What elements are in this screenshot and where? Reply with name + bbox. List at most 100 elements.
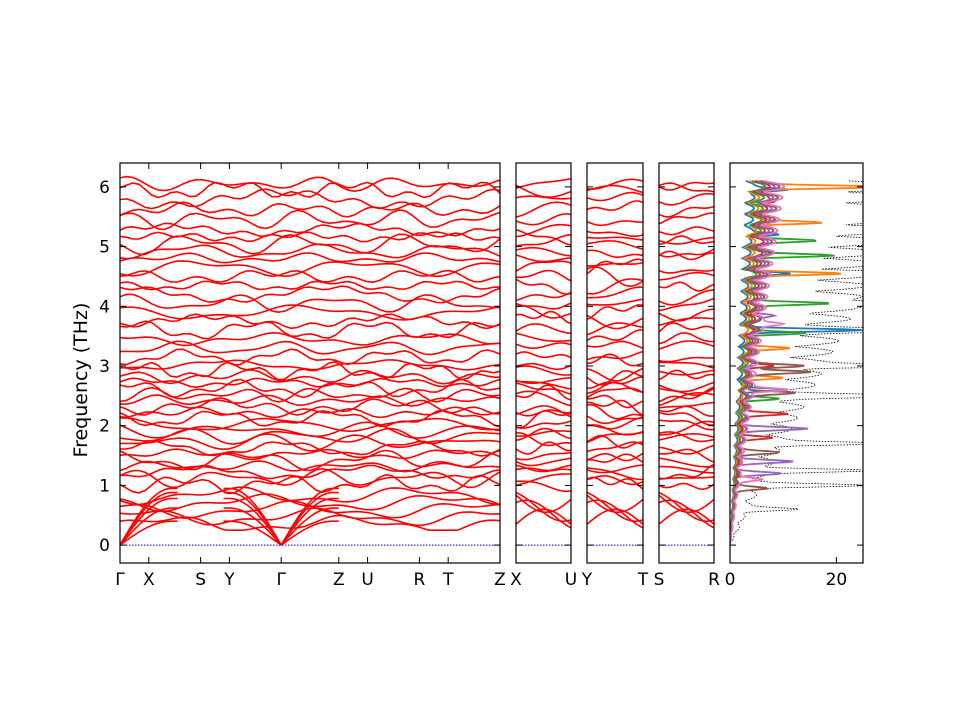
band-line <box>659 271 714 281</box>
x-tick-label: T <box>442 570 454 590</box>
band-line <box>120 293 500 314</box>
band-panel-frame <box>586 162 644 564</box>
band-line <box>516 351 571 359</box>
band-line <box>120 386 500 403</box>
x-tick-label: U <box>361 570 373 590</box>
band-line <box>587 394 643 409</box>
band-line <box>516 310 571 325</box>
band-line <box>120 421 500 440</box>
acoustic-branch <box>120 487 178 546</box>
band-line <box>120 486 500 506</box>
total-dos-line <box>730 180 863 546</box>
band-line <box>120 467 500 489</box>
acoustic-branch <box>120 507 178 546</box>
band-line <box>587 258 643 275</box>
band-line <box>587 399 643 416</box>
x-tick-label: U <box>565 570 577 590</box>
band-panel-SR <box>659 181 714 529</box>
band-line <box>659 340 714 350</box>
band-line <box>659 419 714 431</box>
x-tick-label: Γ <box>115 570 125 590</box>
band-line <box>659 212 714 225</box>
band-line <box>516 229 571 246</box>
x-tick-label: Y <box>223 570 235 590</box>
band-line <box>120 409 500 428</box>
band-line <box>516 269 571 282</box>
band-line <box>587 249 643 258</box>
y-tick-label: 0 <box>99 536 110 556</box>
acoustic-branch <box>223 507 282 546</box>
band-line <box>587 230 643 237</box>
band-line <box>120 243 500 260</box>
band-line <box>516 494 571 513</box>
band-line <box>659 381 714 393</box>
band-line <box>587 240 643 250</box>
band-line <box>587 415 643 425</box>
band-line <box>516 508 571 525</box>
acoustic-branch <box>280 507 339 546</box>
band-line <box>659 482 714 490</box>
band-panel-main <box>120 175 500 546</box>
band-line <box>659 281 714 292</box>
band-line <box>587 236 643 241</box>
band-line <box>587 367 643 382</box>
band-line <box>120 449 500 472</box>
band-line <box>120 433 500 452</box>
band-line <box>587 278 643 295</box>
dos-x-tick-label: 20 <box>826 570 848 590</box>
band-line <box>587 387 643 399</box>
band-line <box>516 178 571 189</box>
band-line <box>659 236 714 245</box>
band-line <box>516 291 571 302</box>
band-line <box>516 464 571 472</box>
band-line <box>659 465 714 474</box>
band-line <box>587 434 643 449</box>
x-tick-label: R <box>413 570 425 590</box>
band-line <box>516 409 571 417</box>
band-line <box>516 430 571 437</box>
x-tick-label: T <box>637 570 649 590</box>
band-line <box>587 453 643 463</box>
band-line <box>120 201 500 218</box>
band-line <box>120 394 500 407</box>
band-line <box>120 269 500 284</box>
band-line <box>659 332 714 345</box>
band-line <box>120 493 500 513</box>
band-line <box>516 432 571 447</box>
band-line <box>587 220 643 227</box>
y-tick-label: 1 <box>99 476 110 496</box>
band-line <box>120 406 500 419</box>
band-line <box>516 302 571 310</box>
y-axis-label: Frequency (THz) <box>70 303 92 458</box>
band-line <box>587 184 643 194</box>
band-line <box>120 331 500 347</box>
band-line <box>587 304 643 320</box>
x-tick-label: R <box>708 570 720 590</box>
band-line <box>587 416 643 430</box>
band-line <box>659 444 714 455</box>
band-line <box>659 226 714 236</box>
band-line <box>659 411 714 426</box>
band-line <box>587 340 643 349</box>
band-line <box>516 480 571 493</box>
band-line <box>587 178 643 190</box>
band-line <box>516 365 571 376</box>
band-line <box>516 380 571 390</box>
dos-lines <box>730 180 863 546</box>
band-line <box>659 182 714 193</box>
band-line <box>120 320 500 340</box>
band-line <box>659 205 714 218</box>
band-line <box>120 473 500 495</box>
band-line <box>659 508 714 525</box>
band-line <box>120 222 500 238</box>
band-line <box>516 410 571 429</box>
band-line <box>516 260 571 272</box>
y-tick-label: 4 <box>99 297 110 317</box>
band-line <box>120 231 500 243</box>
band-line <box>120 260 500 278</box>
band-line <box>516 278 571 295</box>
band-line <box>120 209 500 231</box>
band-line <box>516 427 571 441</box>
band-line <box>120 369 500 385</box>
band-line <box>516 342 571 349</box>
